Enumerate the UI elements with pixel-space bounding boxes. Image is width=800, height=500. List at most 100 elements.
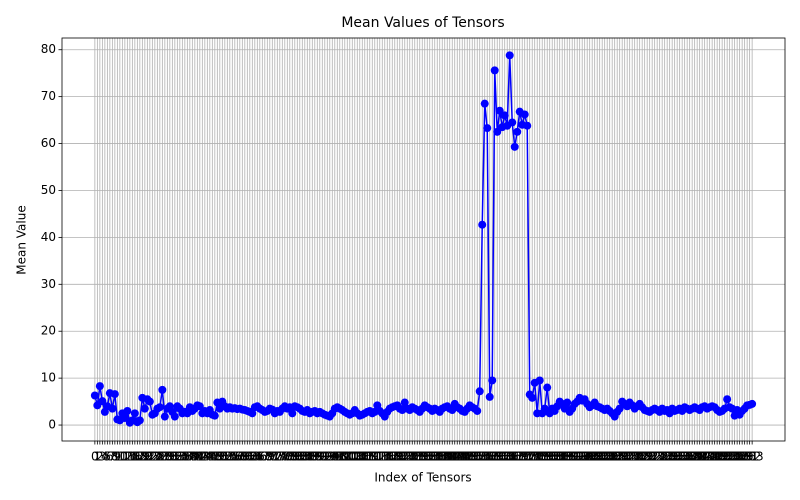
y-tick-label: 80 [41,42,56,56]
data-point [563,398,572,407]
x-tick-label: 193 [566,450,589,464]
data-point [508,118,517,127]
data-point [135,416,144,425]
x-tick-label: 166 [498,450,521,464]
x-tick-label: 157 [476,450,499,464]
x-tick-label: 241 [686,450,709,464]
x-tick-label: 215 [621,450,644,464]
data-point [475,387,484,396]
x-tick-label: 222 [638,450,661,464]
x-tick-label: 7 [109,450,117,464]
x-tick-label: 251 [711,450,734,464]
x-tick-label: 234 [668,450,691,464]
x-tick-label: 19 [135,450,150,464]
grid [62,38,785,441]
x-tick-label: 142 [438,450,461,464]
x-tick-label: 73 [270,450,285,464]
x-tick-label: 220 [633,450,656,464]
data-line [94,55,753,425]
y-tick-label: 0 [48,418,56,432]
x-tick-label: 244 [693,450,716,464]
x-tick-label: 69 [260,450,275,464]
data-point [500,111,509,120]
x-tick-label: 6 [106,450,114,464]
x-tick-label: 173 [516,450,539,464]
y-axis-label: Mean Value [15,205,29,274]
data-point [155,403,164,412]
x-tick-label: 39 [185,450,200,464]
x-tick-label: 148 [453,450,476,464]
x-tick-label: 152 [463,450,486,464]
x-tick-label: 163 [491,450,514,464]
x-tick-label: 64 [247,450,262,464]
x-tick-label: 236 [673,450,696,464]
x-tick-label: 211 [611,450,634,464]
x-tick-label: 240 [683,450,706,464]
x-tick-label: 131 [411,450,434,464]
x-tick-label: 169 [506,450,529,464]
x-tick-label: 0 [91,450,99,464]
x-tick-label: 144 [443,450,466,464]
x-tick-label: 129 [406,450,429,464]
data-point [495,106,504,115]
x-tick-label: 1 [94,450,102,464]
x-tick-label: 102 [338,450,361,464]
x-tick-label: 55 [225,450,240,464]
x-tick-label: 33 [170,450,185,464]
x-axis-label: Index of Tensors [374,471,471,485]
x-tick-label: 53 [220,450,235,464]
x-tick-label: 205 [596,450,619,464]
x-tick-label: 153 [466,450,489,464]
x-tick-label: 77 [280,450,295,464]
data-point [170,412,179,421]
x-tick-label: 87 [305,450,320,464]
x-tick-label: 196 [573,450,596,464]
data-point [90,391,99,400]
x-tick-label: 36 [177,450,192,464]
data-point [528,393,537,402]
data-point [120,414,129,423]
x-tick-label: 206 [598,450,621,464]
x-tick-label: 247 [701,450,724,464]
x-tick-label: 71 [265,450,280,464]
data-point [520,110,529,119]
x-tick-label: 126 [398,450,421,464]
x-tick-label: 204 [593,450,616,464]
x-tick-label: 115 [371,450,394,464]
x-tick-label: 171 [511,450,534,464]
x-tick-label: 132 [413,450,436,464]
marks [90,51,757,427]
x-tick-label: 156 [473,450,496,464]
x-tick-label: 224 [643,450,666,464]
x-tick-label: 32 [167,450,182,464]
x-tick-label: 195 [571,450,594,464]
x-tick-label: 177 [526,450,549,464]
x-tick-label: 181 [536,450,559,464]
data-point [160,412,169,421]
x-tick-label: 34 [172,450,187,464]
x-tick-label: 137 [426,450,449,464]
x-tick-label: 233 [666,450,689,464]
x-tick-label: 202 [588,450,611,464]
data-point [110,390,119,399]
data-point [748,399,757,408]
x-tick-label: 57 [230,450,245,464]
x-tick-label: 30 [162,450,177,464]
x-tick-label: 212 [613,450,636,464]
x-tick-label: 226 [648,450,671,464]
chart-title: Mean Values of Tensors [341,15,504,31]
x-tick-label: 50 [212,450,227,464]
x-tick-label: 187 [551,450,574,464]
data-point [123,406,132,415]
x-tick-label: 62 [242,450,257,464]
x-tick-label: 58 [232,450,247,464]
x-tick-label: 56 [227,450,242,464]
x-tick-label: 255 [721,450,744,464]
x-tick-label: 43 [195,450,210,464]
x-tick-label: 183 [541,450,564,464]
x-tick-label: 4 [101,450,109,464]
x-tick-label: 15 [125,450,140,464]
x-tick-label: 139 [431,450,454,464]
data-point [400,398,409,407]
x-tick-label: 42 [192,450,207,464]
